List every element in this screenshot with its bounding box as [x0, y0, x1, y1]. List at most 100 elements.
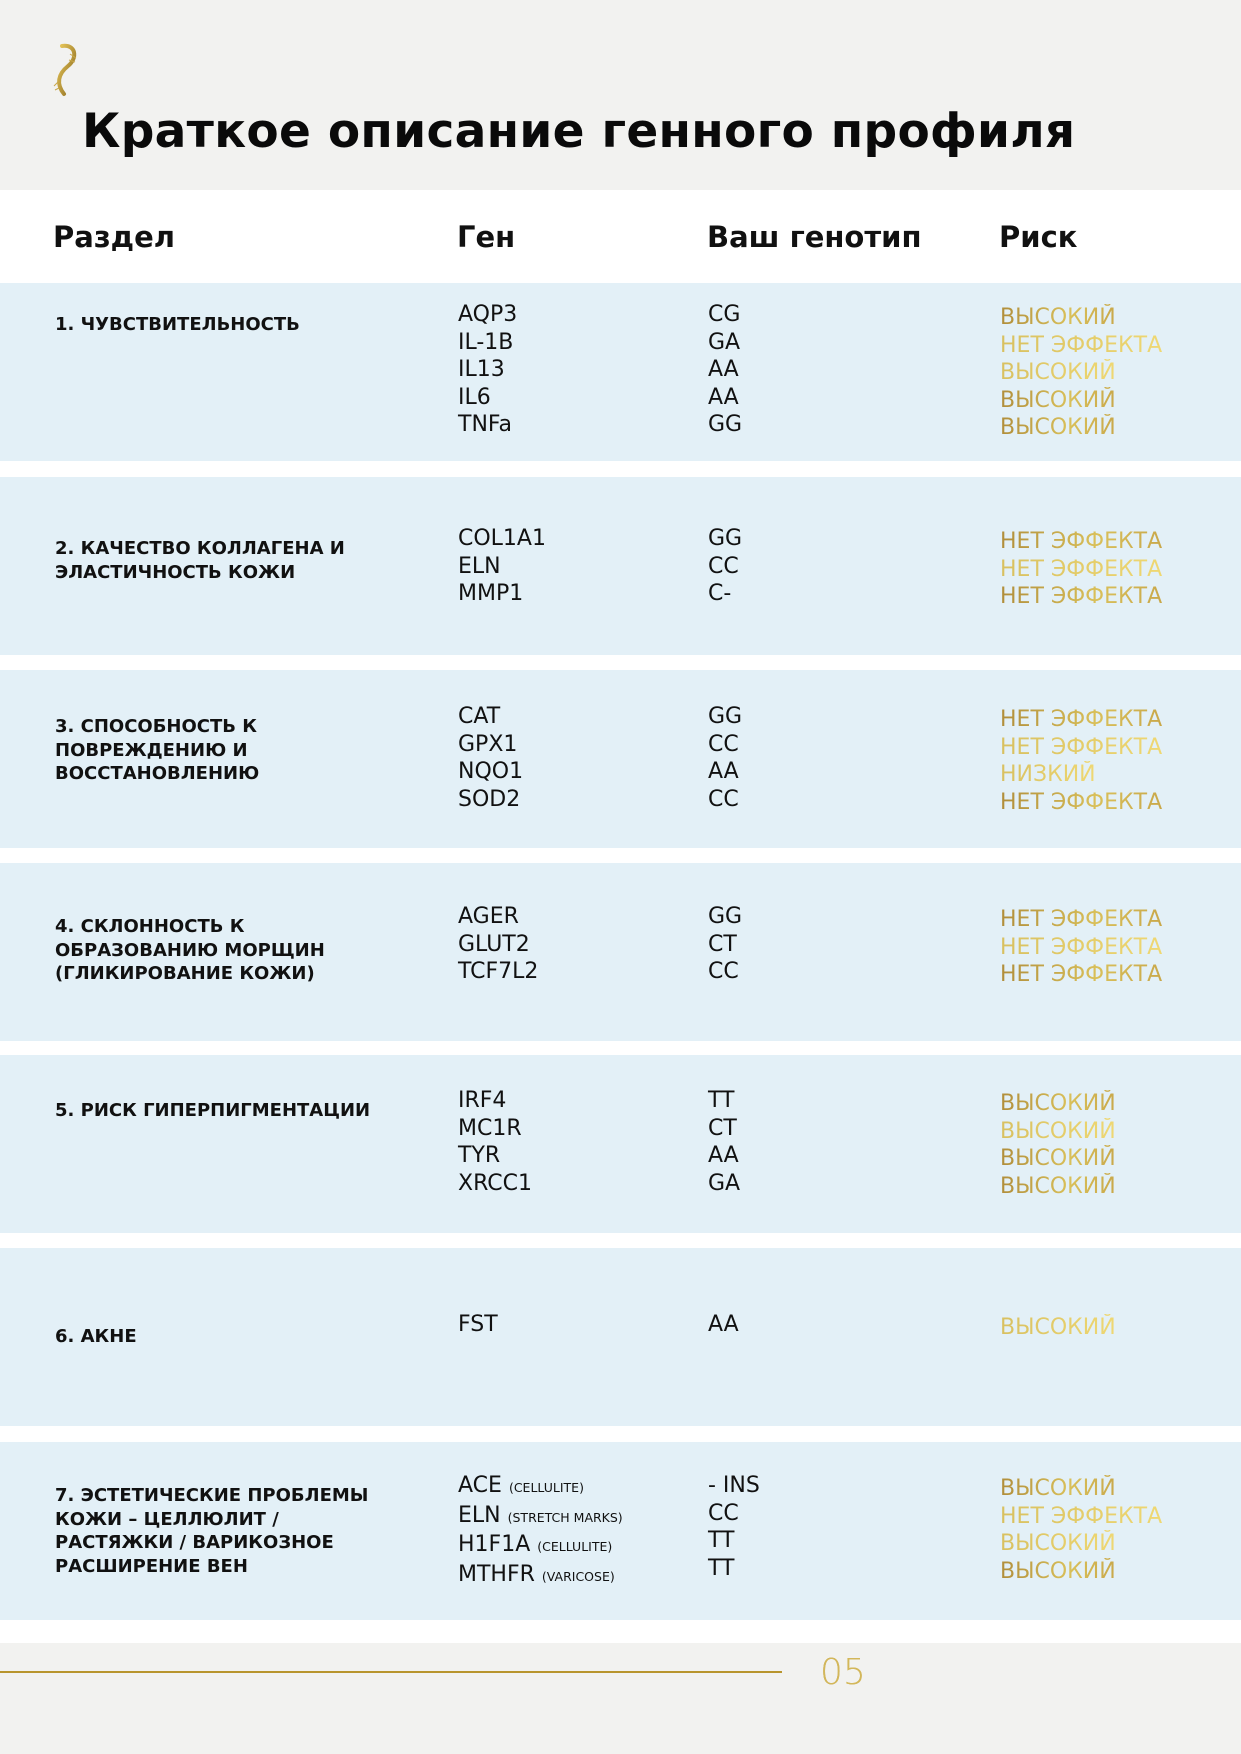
gene-name: COL1A1 [458, 526, 546, 551]
gene-name: IL6 [458, 384, 491, 410]
gene: TYR [458, 1142, 532, 1170]
table-row: 4. Склонность к образованию морщин (глик… [0, 863, 1241, 1041]
genotype-list: CG GA AA AA GG [708, 301, 742, 439]
gene: H1F1A (CELLULITE) [458, 1531, 623, 1561]
risk-level: ВЫСОКИЙ [1000, 1118, 1116, 1144]
risk-level: НЕТ ЭФФЕКТА [1000, 962, 1163, 987]
gene-note: (CELLULITE) [537, 1539, 613, 1554]
risk-level: НИЗКИЙ [1000, 762, 1096, 787]
gene-list: ACE (CELLULITE) ELN (STRETCH MARKS) H1F1A … [458, 1472, 623, 1590]
gene-profile-table: Раздел Ген Ваш генотип Риск 1. Чувствите… [0, 190, 1241, 1643]
genotype: TT [708, 1088, 735, 1113]
gene: TCF7L2 [458, 958, 538, 986]
genotype: GG [708, 526, 743, 551]
footer-divider [0, 1671, 782, 1673]
gene-name: IL-1B [458, 329, 514, 355]
gene-name: CAT [458, 704, 501, 729]
gene: IL13 [458, 356, 517, 384]
genotype: GA [708, 329, 741, 355]
table-row: 6. Акне FST AA ВЫСОКИЙ [0, 1248, 1241, 1426]
gene-name: GLUT2 [458, 931, 530, 957]
genotype: AA [708, 759, 739, 784]
gene-list: CAT GPX1 NQO1 SOD2 [458, 703, 523, 813]
gene-name: TNFa [458, 412, 513, 437]
risk-level: НЕТ ЭФФЕКТА [1000, 734, 1163, 760]
genotype: CC [708, 731, 739, 757]
table-row: 1. Чувствительность AQP3 IL-1B IL13 IL6 TNFa C… [0, 283, 1241, 461]
gene-name: ACE [458, 1473, 502, 1498]
gene: SOD2 [458, 786, 523, 814]
table-row: 7. Эстетические проблемы кожи – целлюлит… [0, 1442, 1241, 1620]
gene: GLUT2 [458, 931, 538, 959]
page-number: 05 [820, 1652, 866, 1693]
gene-name: MMP1 [458, 581, 524, 606]
gene-name: NQO1 [458, 759, 524, 784]
page-title: Краткое описание генного профиля [82, 104, 1076, 159]
genotype: - INS [708, 1473, 760, 1498]
risk-level: НЕТ ЭФФЕКТА [1000, 789, 1163, 815]
gene: XRCC1 [458, 1170, 532, 1198]
gene-list: IRF4 MC1R TYR XRCC1 [458, 1087, 532, 1197]
genotype: AA [708, 1312, 739, 1337]
gene-name: H1F1A [458, 1532, 531, 1557]
gene-note: (VARICOSE) [541, 1568, 615, 1584]
risk-level: ВЫСОКИЙ [1000, 1476, 1116, 1501]
gene: ELN [458, 553, 546, 581]
risk-list: НЕТ ЭФФЕКТА НЕТ ЭФФЕКТА НЕТ ЭФФЕКТА [1000, 906, 1162, 989]
column-header-genotype: Ваш генотип [707, 220, 922, 254]
gene: MTHFR (VARICOSE) [458, 1561, 623, 1591]
risk-level: ВЫСОКИЙ [1000, 415, 1116, 440]
genotype: CC [708, 553, 739, 579]
gene: CAT [458, 703, 523, 731]
genotype-list: - INS CC TT TT [708, 1472, 760, 1582]
risk-level: ВЫСОКИЙ [1000, 1315, 1116, 1340]
gene-name: IL13 [458, 357, 505, 382]
column-header-gene: Ген [457, 220, 516, 254]
risk-list: ВЫСОКИЙ [1000, 1314, 1116, 1342]
risk-level: ВЫСОКИЙ [1000, 387, 1116, 413]
genotype-list: AA [708, 1311, 739, 1339]
genotype: GG [708, 704, 743, 729]
genotype: CC [708, 959, 739, 984]
genotype: GA [708, 1170, 741, 1196]
gene-name: TYR [458, 1143, 501, 1168]
risk-level: НЕТ ЭФФЕКТА [1000, 707, 1163, 732]
section-name: 6. Акне [55, 1326, 137, 1347]
dna-logo-icon [53, 43, 77, 96]
table-header: Раздел Ген Ваш генотип Риск [0, 190, 1241, 283]
gene-name: MC1R [458, 1115, 522, 1141]
risk-level: ВЫСОКИЙ [1000, 305, 1116, 330]
genotype: AA [708, 357, 739, 382]
table-row: 2. Качество коллагена и эластичность кож… [0, 477, 1241, 655]
risk-level: НЕТ ЭФФЕКТА [1000, 934, 1163, 960]
section-name: 7. Эстетические проблемы кожи – целлюлит… [55, 1485, 369, 1577]
section-name: 2. Качество коллагена и эластичность кож… [55, 538, 345, 583]
table-row: 3. Способность к повреждению и восстанов… [0, 670, 1241, 848]
gene-list: COL1A1 ELN MMP1 [458, 525, 546, 608]
risk-list: ВЫСОКИЙ НЕТ ЭФФЕКТА ВЫСОКИЙ ВЫСОКИЙ [1000, 1475, 1162, 1585]
gene: IL-1B [458, 329, 517, 357]
risk-list: ВЫСОКИЙ ВЫСОКИЙ ВЫСОКИЙ ВЫСОКИЙ [1000, 1090, 1116, 1200]
risk-level: НЕТ ЭФФЕКТА [1000, 907, 1163, 932]
gene: GPX1 [458, 731, 523, 759]
gene: TNFa [458, 411, 517, 439]
gene: NQO1 [458, 758, 523, 786]
genotype: GG [708, 904, 743, 929]
gene: ELN (STRETCH MARKS) [458, 1502, 623, 1532]
section-name: 4. Склонность к образованию морщин (глик… [55, 916, 325, 984]
genotype: CC [708, 786, 739, 812]
risk-level: ВЫСОКИЙ [1000, 1173, 1116, 1199]
risk-level: ВЫСОКИЙ [1000, 1146, 1116, 1171]
risk-level: ВЫСОКИЙ [1000, 1558, 1116, 1584]
gene-list: AQP3 IL-1B IL13 IL6 TNFa [458, 301, 517, 439]
genotype: CT [708, 931, 737, 957]
gene-name: AGER [458, 904, 519, 929]
risk-level: НЕТ ЭФФЕКТА [1000, 556, 1163, 582]
gene-name: FST [458, 1312, 498, 1337]
risk-list: ВЫСОКИЙ НЕТ ЭФФЕКТА ВЫСОКИЙ ВЫСОКИЙ ВЫСОКИЙ [1000, 304, 1162, 442]
gene-name: XRCC1 [458, 1170, 532, 1196]
gene-name: AQP3 [458, 302, 518, 327]
genotype: GG [708, 412, 743, 437]
genotype: AA [708, 1143, 739, 1168]
gene-note: (CELLULITE) [508, 1480, 584, 1495]
